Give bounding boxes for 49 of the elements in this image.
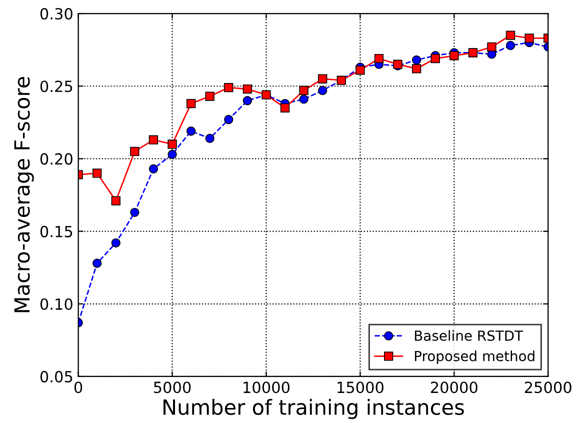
point — [130, 146, 140, 156]
point — [205, 134, 214, 143]
point — [168, 140, 177, 149]
point — [412, 64, 422, 74]
point — [242, 96, 252, 106]
point — [92, 168, 102, 178]
x-tick-label: 20000 — [430, 382, 478, 394]
point — [111, 196, 120, 206]
point — [506, 30, 516, 40]
legend-label: Proposed method — [414, 350, 534, 364]
point — [412, 55, 422, 65]
point — [506, 40, 516, 50]
y-tick-label: 0.15 — [40, 226, 72, 238]
point — [205, 92, 214, 101]
x-tick-label: 0 — [74, 382, 82, 394]
y-tick-label: 0.10 — [40, 298, 72, 310]
point — [168, 150, 177, 159]
point — [524, 34, 534, 43]
point — [224, 82, 234, 92]
point — [318, 86, 328, 96]
point — [130, 208, 140, 218]
point — [186, 98, 196, 108]
point — [299, 94, 308, 104]
point — [186, 126, 196, 136]
point — [224, 114, 234, 124]
point — [148, 135, 158, 144]
point — [92, 258, 102, 268]
y-axis-title: Macro-average F-score — [14, 76, 34, 312]
point — [430, 54, 440, 64]
point — [111, 238, 120, 248]
point — [450, 51, 459, 60]
x-tick-label: 5000 — [154, 382, 191, 394]
x-tick-label: 10000 — [244, 382, 290, 394]
x-tick-label: 15000 — [338, 382, 384, 394]
y-tick-label: 0.20 — [40, 153, 72, 165]
point — [299, 86, 308, 96]
y-tick-label: 0.05 — [40, 370, 72, 382]
point — [487, 42, 496, 52]
point — [356, 66, 365, 75]
point — [148, 164, 158, 174]
legend-label: Baseline RSTDT — [414, 330, 524, 341]
point — [280, 103, 290, 112]
point — [242, 84, 252, 94]
point — [374, 54, 384, 64]
x-tick-label: 25000 — [524, 382, 572, 394]
y-tick-label: 0.30 — [40, 8, 72, 20]
point — [318, 74, 328, 84]
x-axis-title: Number of training instances — [164, 398, 464, 420]
y-tick-label: 0.25 — [40, 80, 72, 92]
